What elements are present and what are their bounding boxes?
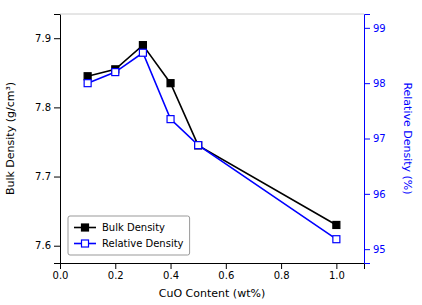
y2-axis: 95 96 97 98 99	[364, 15, 386, 264]
legend-item: Bulk Density	[74, 222, 165, 233]
tick-label: 1.0	[329, 270, 345, 281]
tick-label: 0.4	[163, 270, 179, 281]
tick-mark	[364, 139, 370, 140]
x-axis-line	[61, 264, 365, 270]
tick: 96	[364, 189, 386, 200]
tick-label: 7.8	[35, 102, 51, 113]
tick: 97	[364, 133, 386, 144]
tick-label: 0.2	[108, 270, 124, 281]
point	[139, 42, 146, 49]
line	[88, 45, 337, 225]
series	[84, 49, 340, 242]
tick-mark	[364, 83, 370, 84]
point	[84, 80, 91, 87]
tick: 7.8	[35, 102, 60, 113]
tick: 98	[364, 78, 386, 89]
plot: 0.0 0.2 0.4 0.6 0.8 1.0 7.6 7.7 7.8 7.9 95 96 97 98 99…	[4, 14, 414, 300]
x-axis: 0.0 0.2 0.4 0.6 0.8 1.0	[53, 263, 365, 281]
tick-label: 0.8	[274, 270, 290, 281]
tick-mark	[281, 263, 282, 269]
tick: 0.8	[274, 263, 290, 281]
y2-axis-line	[365, 15, 371, 264]
point	[112, 69, 119, 76]
legend-frame	[68, 216, 190, 255]
y-axis: 7.6 7.7 7.8 7.9	[35, 15, 60, 264]
y2-axis-title: Relative Density (%)	[401, 82, 414, 194]
legend-marker	[82, 224, 89, 231]
point	[167, 80, 174, 87]
tick-label: 97	[373, 133, 386, 144]
tick: 0.2	[108, 263, 124, 281]
tick: 0.6	[218, 263, 234, 281]
tick-label: 7.6	[35, 240, 51, 251]
tick-mark	[364, 194, 370, 195]
tick-mark	[364, 28, 370, 29]
y-axis-title: Bulk Density (g/cm³)	[4, 82, 17, 195]
tick-mark	[54, 107, 60, 108]
tick-label: 0.0	[53, 270, 69, 281]
legend-label: Bulk Density	[102, 222, 165, 233]
tick-mark	[336, 263, 337, 269]
tick-label: 7.9	[35, 33, 51, 44]
tick-label: 98	[373, 78, 386, 89]
tick: 1.0	[329, 263, 345, 281]
point	[84, 73, 91, 80]
tick: 7.9	[35, 33, 60, 44]
y-axis-line	[54, 15, 61, 264]
point	[195, 142, 202, 149]
point	[195, 142, 202, 149]
legend-marker	[82, 240, 89, 247]
legend-label: Relative Density	[102, 238, 184, 249]
legend-item: Relative Density	[74, 238, 184, 249]
legend: Bulk Density Relative Density	[68, 216, 190, 255]
tick: 7.6	[35, 240, 60, 251]
tick: 0.4	[163, 263, 179, 281]
chart: 0.0 0.2 0.4 0.6 0.8 1.0 7.6 7.7 7.8 7.9 95 96 97 98 99…	[0, 0, 422, 305]
tick-label: 7.7	[35, 171, 51, 182]
tick-mark	[364, 249, 370, 250]
point	[139, 49, 146, 56]
tick: 0.0	[53, 263, 69, 281]
point	[333, 221, 340, 228]
line	[88, 53, 337, 239]
marks	[84, 42, 340, 243]
tick: 7.7	[35, 171, 60, 182]
tick-mark	[115, 263, 116, 269]
point	[167, 116, 174, 123]
tick-mark	[226, 263, 227, 269]
tick: 95	[364, 244, 386, 255]
tick-label: 99	[373, 23, 386, 34]
tick-mark	[54, 246, 60, 247]
tick-label: 0.6	[218, 270, 234, 281]
x-axis-title: CuO Content (wt%)	[159, 287, 265, 300]
frame	[60, 14, 364, 15]
tick-mark	[54, 177, 60, 178]
tick-mark	[171, 263, 172, 269]
point	[333, 236, 340, 243]
tick-label: 95	[373, 244, 386, 255]
tick-mark	[54, 38, 60, 39]
tick: 99	[364, 23, 386, 34]
series	[84, 42, 340, 229]
tick-label: 96	[373, 189, 386, 200]
